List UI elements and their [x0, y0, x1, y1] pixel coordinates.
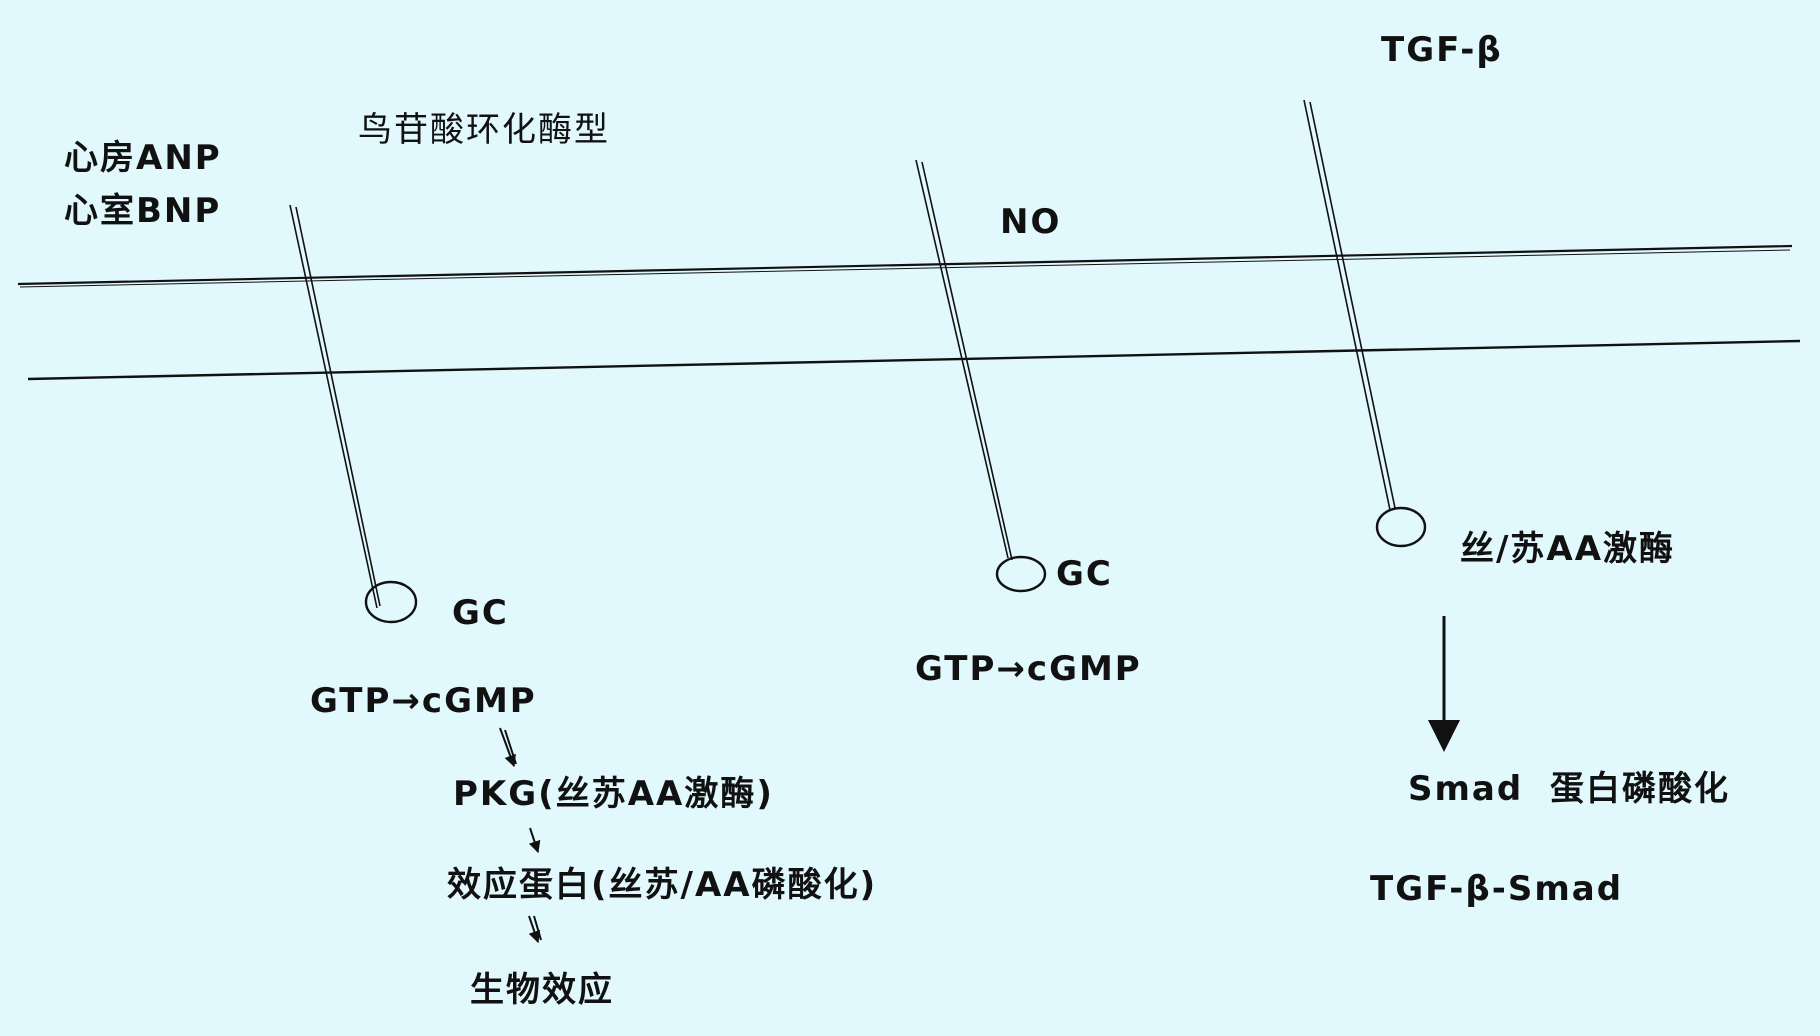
arrow-effector-to-bioeffect: [528, 915, 541, 944]
header-gc-type-label: 鸟苷酸环化酶型: [358, 110, 610, 150]
gtp-cgmp-middle-label: GTP→cGMP: [915, 649, 1142, 689]
membrane-inner-line: [27, 339, 1801, 381]
arrow-cgmp-to-pkg: [499, 727, 516, 768]
bio-effect-label: 生物效应: [470, 970, 614, 1010]
pkg-label: PKG(丝苏AA激酶): [453, 774, 774, 814]
kinase-right-label: 丝/苏AA激酶: [1460, 529, 1676, 569]
receptor-left-stalk: [289, 204, 378, 609]
arrow-cgmp-to-pkg-2: [504, 729, 517, 765]
receptor-middle-stalk: [915, 159, 1009, 559]
membrane-outer-line: [17, 244, 1793, 286]
receptor-middle: [915, 159, 1047, 593]
arrow-kinase-to-smad-head: [1428, 720, 1460, 752]
cascade-arrow-right: [1428, 616, 1460, 752]
receptor-left: [289, 204, 418, 624]
receptor-right-stalk: [1303, 99, 1391, 511]
receptor-right: [1303, 99, 1427, 548]
tgf-beta-label: TGF-β: [1381, 30, 1503, 70]
receptor-left-gc-circle: [364, 580, 418, 624]
cell-membrane: [17, 244, 1801, 381]
arrow-pkg-to-effector: [528, 827, 541, 854]
no-label: NO: [1000, 202, 1062, 242]
atrial-anp-label: 心房ANP: [64, 138, 222, 178]
receptor-middle-stalk-2: [921, 161, 1013, 561]
protein-phosphorylation-label: 蛋白磷酸化: [1550, 769, 1730, 809]
receptor-right-kinase-circle: [1375, 506, 1427, 548]
smad-label: Smad: [1408, 769, 1524, 809]
membrane-outer-line-shadow: [19, 249, 1791, 288]
cascade-arrows-left: [499, 727, 542, 944]
gc-middle-label: GC: [1056, 554, 1113, 594]
arrow-effector-to-bioeffect-2: [533, 915, 542, 941]
tgf-smad-label: TGF-β-Smad: [1370, 869, 1624, 909]
gtp-cgmp-left-label: GTP→cGMP: [310, 681, 537, 721]
gc-left-label: GC: [452, 593, 509, 633]
receptor-middle-gc-circle: [995, 555, 1047, 593]
ventricular-bnp-label: 心室BNP: [64, 191, 222, 231]
receptor-right-stalk-2: [1309, 101, 1396, 509]
effector-protein-label: 效应蛋白(丝苏/AA磷酸化): [447, 865, 878, 905]
receptor-left-stalk-2: [295, 206, 381, 607]
